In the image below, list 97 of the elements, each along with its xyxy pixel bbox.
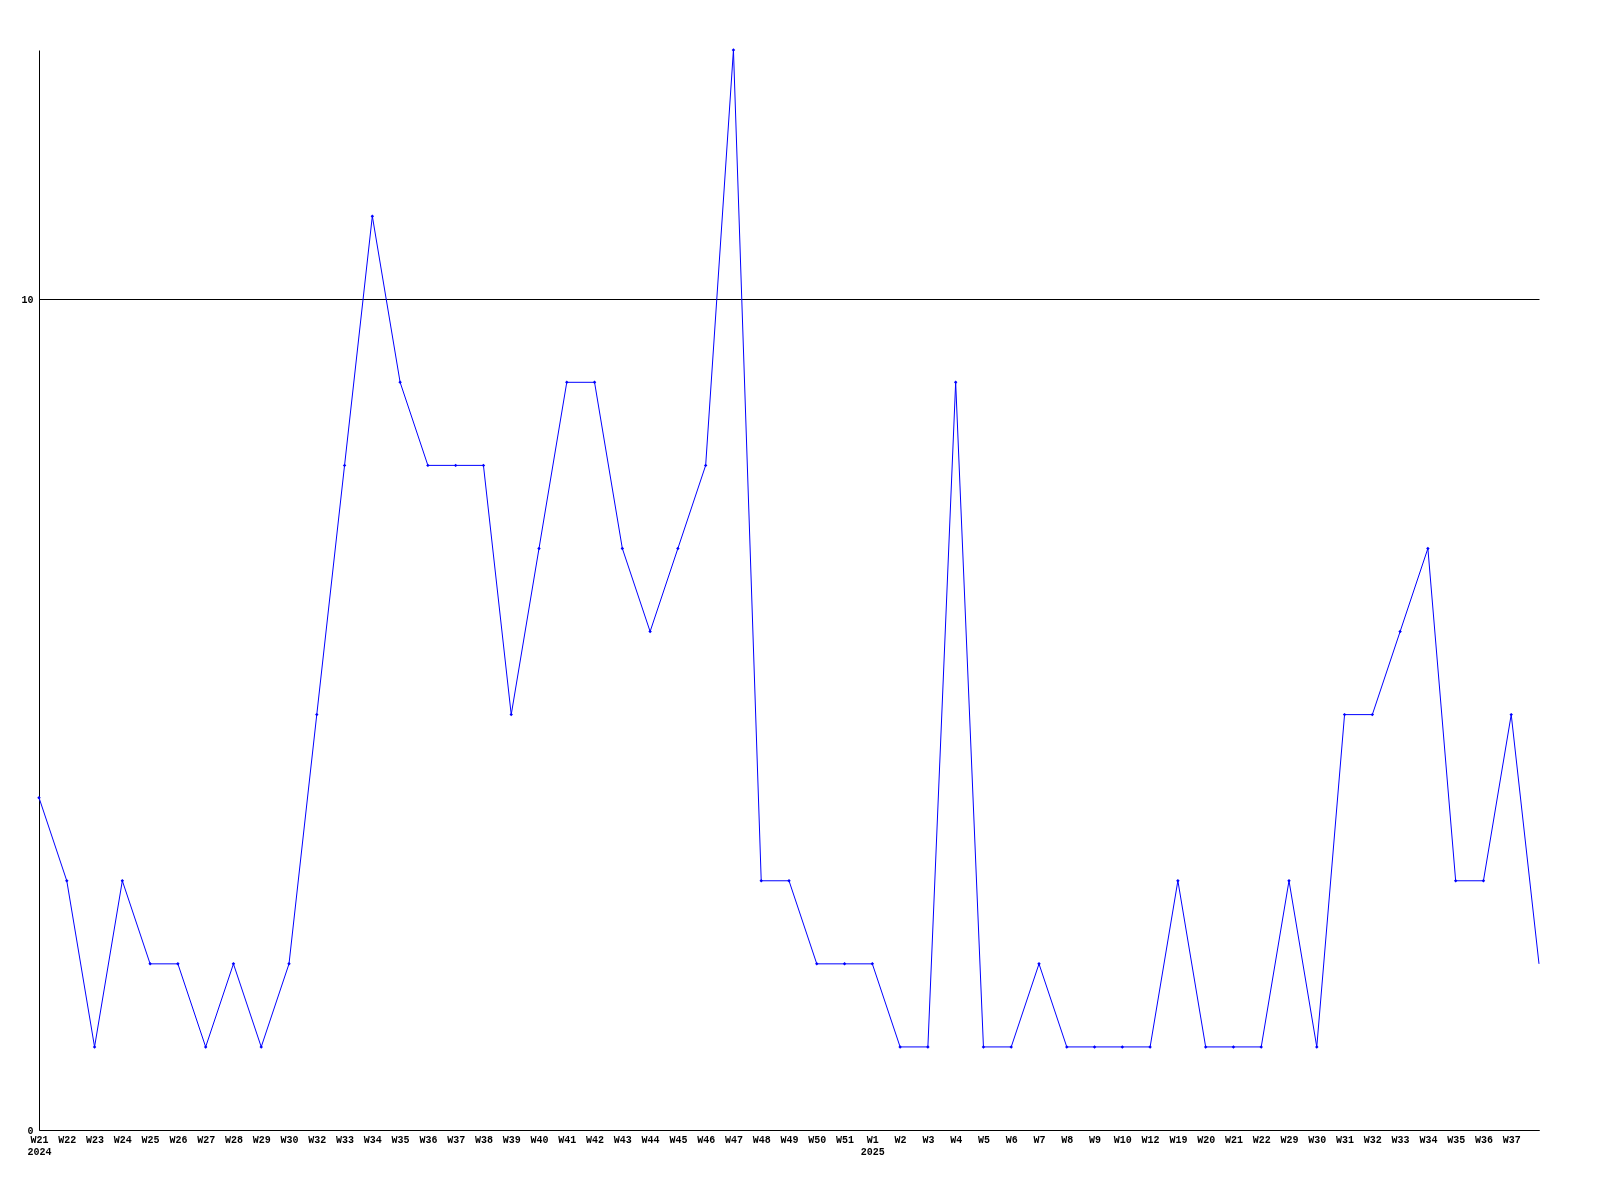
point [703, 463, 708, 468]
x-tick-label: W22 [58, 1134, 77, 1146]
point [731, 48, 736, 52]
x-tick-label: W41 [558, 1134, 577, 1146]
point [370, 214, 375, 218]
x-tick-label: W36 [419, 1134, 438, 1146]
x-tick-label: W33 [336, 1134, 355, 1146]
x-tick-label: W42 [586, 1134, 605, 1146]
x-tick-label: W46 [697, 1134, 716, 1146]
x-tick-label: W21 2024 [27, 1134, 52, 1158]
point [759, 879, 763, 883]
point [1203, 1045, 1208, 1049]
point [981, 1045, 986, 1049]
point [426, 463, 430, 468]
point [231, 962, 236, 966]
point [398, 380, 402, 385]
point [1259, 1045, 1263, 1049]
point [1315, 1045, 1319, 1049]
point [176, 962, 180, 966]
x-tick-label: W34 [363, 1134, 382, 1146]
x-tick-label: W39 [502, 1134, 521, 1146]
x-tick-label: W45 [669, 1134, 688, 1146]
y-tick-label: 10 [21, 294, 34, 306]
x-tick-label: W25 [141, 1134, 160, 1146]
x-tick-label: W43 [613, 1134, 632, 1146]
x-tick-label: W24 [113, 1134, 132, 1146]
x-tick-label: W38 [474, 1134, 493, 1146]
x-tick-label: W3 [922, 1134, 935, 1146]
point [1481, 879, 1486, 883]
x-tick-label: W19 [1169, 1134, 1188, 1146]
point [1231, 1045, 1236, 1049]
x-tick-label: W9 [1089, 1134, 1102, 1146]
point [1176, 879, 1180, 883]
x-tick-label: W28 [224, 1134, 243, 1146]
y-tick-label: 0 [27, 1125, 34, 1137]
point [1009, 1045, 1013, 1049]
point [1426, 546, 1430, 551]
x-tick-label: W1 2025 [860, 1134, 885, 1158]
x-tick-label: W34 [1419, 1134, 1438, 1146]
point [1509, 712, 1513, 717]
point [1398, 629, 1402, 634]
point [1120, 1045, 1125, 1049]
x-tick-label: W37 [447, 1134, 466, 1146]
x-tick-label: W29 [1280, 1134, 1299, 1146]
x-tick-label: W4 [950, 1134, 963, 1146]
x-tick-label: W10 [1113, 1134, 1132, 1146]
point [92, 1045, 97, 1049]
point [648, 629, 652, 634]
point [37, 795, 41, 800]
x-tick-label: W50 [808, 1134, 827, 1146]
x-tick-label: W7 [1033, 1134, 1046, 1146]
point [1065, 1045, 1069, 1049]
x-tick-label: W40 [530, 1134, 549, 1146]
x-tick-label: W44 [641, 1134, 660, 1146]
point [65, 879, 69, 883]
x-tick-label: W26 [169, 1134, 188, 1146]
x-tick-label: W47 [724, 1134, 743, 1146]
x-tick-label: W29 [252, 1134, 271, 1146]
point [953, 380, 958, 385]
x-tick-label: W48 [752, 1134, 771, 1146]
x-tick-label: W49 [780, 1134, 799, 1146]
point [1453, 879, 1458, 883]
point [815, 962, 819, 966]
point [842, 962, 847, 966]
point [1092, 1045, 1097, 1049]
x-tick-label: W36 [1474, 1134, 1493, 1146]
x-tick-label: W20 [1197, 1134, 1216, 1146]
point [203, 1045, 208, 1049]
x-tick-label: W23 [86, 1134, 105, 1146]
x-tick-label: W6 [1005, 1134, 1018, 1146]
x-tick-label: W27 [197, 1134, 216, 1146]
point [453, 463, 458, 468]
x-tick-label: W21 [1224, 1134, 1243, 1146]
x-tick-label: W32 [1363, 1134, 1382, 1146]
point [565, 380, 569, 385]
x-tick-label: W8 [1061, 1134, 1074, 1146]
x-tick-label: W32 [308, 1134, 327, 1146]
x-tick-label: W12 [1141, 1134, 1160, 1146]
point [537, 546, 541, 551]
point [870, 962, 875, 966]
point [259, 1045, 263, 1049]
x-tick-label: W22 [1252, 1134, 1271, 1146]
x-tick-label: W33 [1391, 1134, 1410, 1146]
point [120, 879, 125, 883]
x-tick-label: W2 [894, 1134, 907, 1146]
x-tick-label: W31 [1336, 1134, 1355, 1146]
x-tick-label: W5 [977, 1134, 990, 1146]
x-tick-label: W30 [1308, 1134, 1327, 1146]
point [1370, 712, 1375, 717]
point [509, 712, 513, 717]
x-tick-label: W35 [391, 1134, 410, 1146]
point [315, 712, 319, 717]
x-tick-label: W35 [1447, 1134, 1466, 1146]
point [676, 546, 680, 551]
x-tick-label: W37 [1502, 1134, 1521, 1146]
x-tick-label: W30 [280, 1134, 299, 1146]
x-tick-label: W51 [836, 1134, 855, 1146]
